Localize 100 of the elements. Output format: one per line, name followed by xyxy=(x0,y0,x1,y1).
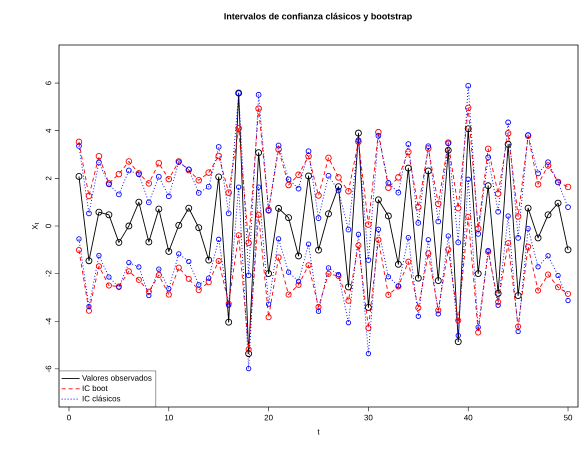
point xyxy=(376,132,382,139)
point xyxy=(444,146,452,154)
point xyxy=(504,140,512,148)
point xyxy=(166,292,172,298)
point xyxy=(454,338,462,346)
point xyxy=(374,196,382,204)
point xyxy=(176,251,182,256)
point xyxy=(325,270,332,277)
point xyxy=(126,168,132,174)
point xyxy=(195,224,202,232)
point xyxy=(235,125,242,132)
point xyxy=(286,292,292,298)
point xyxy=(425,250,432,256)
point xyxy=(474,270,482,278)
point xyxy=(316,308,322,314)
point xyxy=(345,188,352,194)
point xyxy=(146,180,152,187)
point xyxy=(495,208,502,215)
point xyxy=(315,192,322,199)
point xyxy=(245,350,252,358)
point xyxy=(276,142,282,148)
point xyxy=(435,200,442,208)
point xyxy=(146,292,152,298)
point xyxy=(434,277,442,284)
point xyxy=(474,225,482,232)
point xyxy=(545,253,551,258)
point xyxy=(215,173,222,180)
point xyxy=(156,174,162,180)
point xyxy=(165,248,172,255)
point xyxy=(246,366,252,372)
point xyxy=(255,149,262,156)
point xyxy=(394,260,402,268)
point xyxy=(96,263,102,270)
point xyxy=(475,329,482,336)
point xyxy=(564,246,572,254)
point xyxy=(166,193,172,200)
point xyxy=(116,170,122,178)
point xyxy=(366,351,372,356)
point xyxy=(514,292,522,299)
point xyxy=(245,240,252,246)
point xyxy=(425,145,432,152)
point xyxy=(435,218,442,224)
point xyxy=(306,148,312,154)
point xyxy=(346,226,352,232)
point xyxy=(485,154,492,160)
point xyxy=(345,284,352,290)
point xyxy=(76,143,82,149)
point xyxy=(355,242,362,248)
point xyxy=(256,92,262,98)
point xyxy=(455,204,462,212)
point xyxy=(305,152,312,160)
point xyxy=(86,304,92,310)
point xyxy=(464,104,472,112)
point xyxy=(325,210,332,218)
point xyxy=(436,311,441,317)
point xyxy=(216,144,222,150)
point xyxy=(505,120,511,126)
point xyxy=(515,328,521,334)
point xyxy=(86,308,92,314)
point xyxy=(296,278,302,284)
point xyxy=(95,208,102,216)
point xyxy=(564,184,572,190)
point xyxy=(395,174,402,181)
point xyxy=(495,298,502,305)
point xyxy=(156,272,162,278)
point xyxy=(545,272,552,278)
point xyxy=(145,238,152,246)
point xyxy=(316,215,322,221)
point xyxy=(225,318,232,326)
point xyxy=(405,141,412,147)
point xyxy=(126,268,132,274)
point xyxy=(415,204,422,210)
point xyxy=(346,320,352,326)
point xyxy=(266,314,272,320)
point xyxy=(265,270,272,278)
point xyxy=(206,276,212,281)
point xyxy=(96,160,102,166)
point xyxy=(286,270,292,275)
point xyxy=(366,257,372,263)
point xyxy=(125,222,132,230)
point xyxy=(375,128,382,136)
point xyxy=(205,256,212,264)
point xyxy=(386,274,392,280)
point xyxy=(176,264,182,271)
point xyxy=(86,257,92,264)
point xyxy=(126,260,132,266)
point xyxy=(206,184,212,190)
point xyxy=(534,234,542,242)
point xyxy=(456,332,461,338)
point xyxy=(356,232,362,237)
point xyxy=(385,292,392,298)
point xyxy=(196,177,202,184)
point xyxy=(136,264,142,270)
point xyxy=(226,210,232,216)
point xyxy=(166,176,172,182)
point xyxy=(105,211,112,218)
point xyxy=(435,307,442,314)
point xyxy=(255,105,262,112)
point xyxy=(216,258,222,264)
point xyxy=(236,184,242,190)
